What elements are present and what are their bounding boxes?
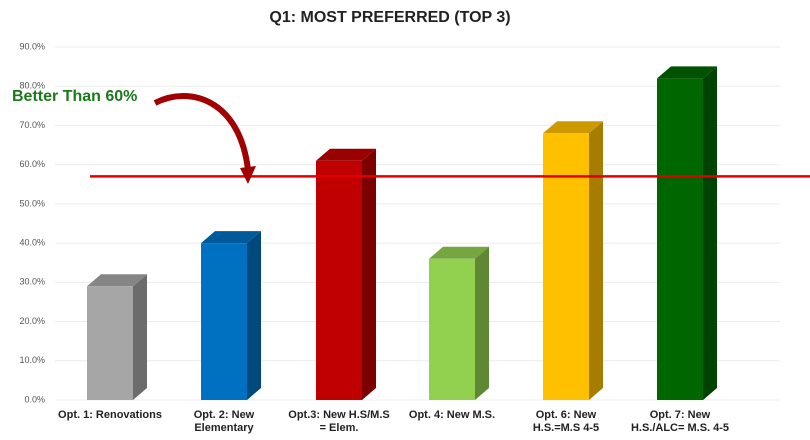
annotation: Better Than 60% bbox=[12, 88, 137, 105]
y-tick-label: 90.0% bbox=[19, 41, 45, 51]
bar-side bbox=[362, 148, 376, 400]
bar-top bbox=[87, 274, 147, 287]
bar-front bbox=[429, 258, 475, 400]
bar-top bbox=[543, 121, 603, 134]
x-tick-label: Opt. 7: New H.S./ALC= M.S. 4-5 bbox=[630, 409, 730, 434]
bar-side bbox=[247, 231, 261, 400]
y-tick-label: 20.0% bbox=[19, 316, 45, 326]
y-tick-label: 0.0% bbox=[24, 394, 45, 404]
bar-top bbox=[201, 231, 261, 244]
x-tick-label: Opt. 6: New H.S.=M.S 4-5 bbox=[532, 409, 600, 434]
bar bbox=[543, 121, 603, 401]
bar-side bbox=[475, 246, 489, 400]
x-tick-label: Opt. 1: Renovations bbox=[58, 409, 162, 421]
bar-front bbox=[316, 160, 362, 400]
bar bbox=[87, 274, 147, 400]
x-tick-label: Opt. 4: New M.S. bbox=[408, 409, 496, 421]
bar-side bbox=[703, 66, 717, 400]
bar bbox=[657, 66, 717, 400]
y-tick-label: 70.0% bbox=[19, 120, 45, 130]
y-tick-label: 10.0% bbox=[19, 355, 45, 365]
x-tick-label: Opt. 2: New Elementary bbox=[193, 409, 255, 434]
bar-front bbox=[201, 243, 247, 400]
y-tick-label: 40.0% bbox=[19, 237, 45, 247]
bar-top bbox=[429, 246, 489, 259]
y-tick-label: 60.0% bbox=[19, 159, 45, 169]
arrow bbox=[153, 93, 251, 171]
chart-title: Q1: MOST PREFERRED (TOP 3) bbox=[269, 9, 510, 26]
y-tick-label: 80.0% bbox=[19, 81, 45, 91]
bar-side bbox=[133, 274, 147, 400]
bar-top bbox=[316, 148, 376, 161]
bar bbox=[316, 148, 376, 400]
arrow-head bbox=[240, 166, 256, 184]
bar bbox=[429, 246, 489, 400]
bar-side bbox=[589, 121, 603, 401]
y-tick-label: 50.0% bbox=[19, 198, 45, 208]
bar-top bbox=[657, 66, 717, 79]
bar-front bbox=[87, 286, 133, 400]
y-tick-label: 30.0% bbox=[19, 277, 45, 287]
bar bbox=[201, 231, 261, 400]
bar-front bbox=[543, 133, 589, 401]
x-tick-label: Opt.3: New H.S/M.S = Elem. bbox=[288, 409, 390, 434]
bar-front bbox=[657, 78, 703, 400]
